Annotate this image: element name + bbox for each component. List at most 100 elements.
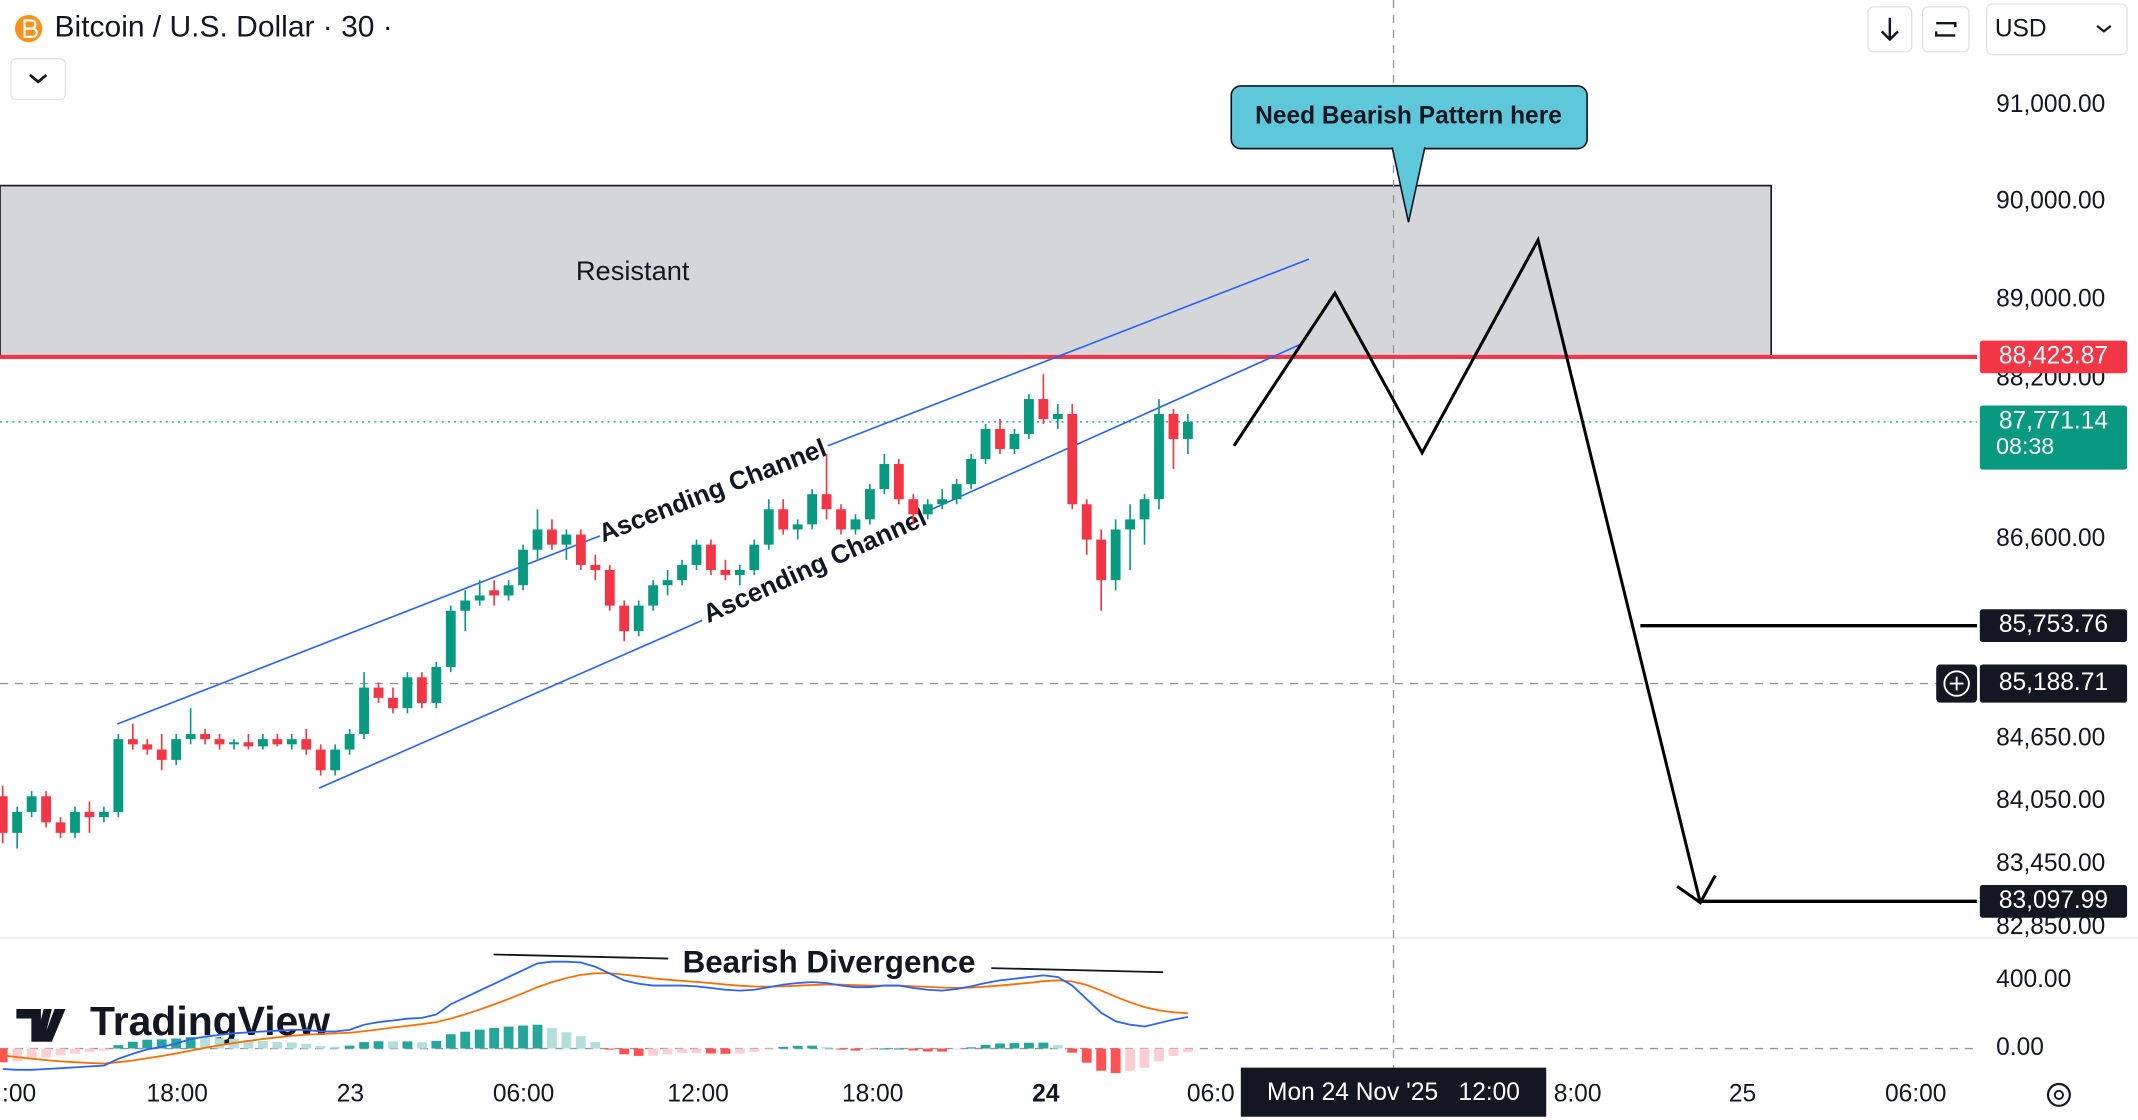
histogram-bar xyxy=(922,1048,933,1052)
histogram-bar xyxy=(807,1045,818,1049)
collapse-button[interactable] xyxy=(10,57,67,101)
candle-body xyxy=(937,499,948,505)
histogram-bar xyxy=(908,1048,919,1051)
price-badge xyxy=(1979,405,2128,470)
histogram-bar xyxy=(951,1048,962,1050)
macd-line xyxy=(2,960,1189,1071)
histogram-bar xyxy=(489,1027,500,1049)
histogram-bar xyxy=(359,1042,369,1049)
y-tick-label: 83,450.00 xyxy=(1996,850,2105,877)
symbol-title: Bitcoin / U.S. Dollar · 30 · xyxy=(55,11,393,44)
x-tick-label: 8:00 xyxy=(1554,1080,1602,1107)
candle-body xyxy=(315,749,326,771)
price-badge xyxy=(1979,609,2128,643)
histogram-bar xyxy=(41,1048,51,1058)
candle-body xyxy=(532,529,543,550)
histogram-bar xyxy=(879,1048,890,1050)
candle-body xyxy=(706,544,716,571)
price-badge-label: 85,753.76 xyxy=(1999,611,2108,638)
crosshair-price-badge xyxy=(1979,664,2128,703)
candle-body xyxy=(55,822,66,833)
candle-body xyxy=(257,739,268,747)
histogram-bar xyxy=(821,1047,832,1049)
candle-body xyxy=(98,811,109,818)
x-tick-label: 23 xyxy=(337,1080,364,1107)
currency-label: USD xyxy=(1995,15,2047,42)
zone-label: Resistant xyxy=(576,255,690,286)
candle-body xyxy=(1110,529,1121,581)
candle-body xyxy=(648,585,659,606)
candle-body xyxy=(1182,421,1193,439)
candle-body xyxy=(0,796,8,833)
candle-body xyxy=(286,739,297,745)
histogram-bar xyxy=(1081,1048,1092,1063)
histogram-bar xyxy=(1052,1045,1063,1049)
channel-label: Ascending Channel xyxy=(595,434,830,548)
histogram-bar xyxy=(706,1048,716,1054)
candle-body xyxy=(1009,433,1020,449)
candle-body xyxy=(243,742,254,747)
candle-body xyxy=(633,605,644,632)
histogram-bar xyxy=(532,1024,543,1049)
histogram-bar xyxy=(1038,1042,1049,1049)
candle-body xyxy=(1154,414,1164,500)
price-badge-label: 83,097.99 xyxy=(1999,887,2108,914)
crosshair-time-label: Mon 24 Nov '25 12:00 xyxy=(1267,1079,1520,1106)
candle-body xyxy=(84,811,95,818)
histogram-bar xyxy=(1125,1048,1135,1071)
histogram-bar xyxy=(344,1045,355,1049)
price-badge xyxy=(1979,884,2128,918)
candle-body xyxy=(821,494,832,510)
y-tick-label: 400.00 xyxy=(1996,966,2071,993)
y-tick-label: 84,650.00 xyxy=(1996,725,2105,752)
candle-body xyxy=(359,687,369,734)
histogram-bar xyxy=(980,1044,991,1049)
histogram-bar xyxy=(84,1048,95,1052)
candle-body xyxy=(1139,499,1150,520)
histogram-bar xyxy=(185,1037,196,1049)
histogram-bar xyxy=(763,1048,774,1050)
histogram-bar xyxy=(865,1048,875,1051)
histogram-bar xyxy=(604,1048,615,1050)
candle-body xyxy=(26,796,37,812)
currency-select[interactable] xyxy=(1985,3,2128,56)
histogram-bar xyxy=(474,1029,485,1049)
histogram-bar xyxy=(402,1041,413,1049)
histogram-bar xyxy=(633,1048,644,1056)
histogram-bar xyxy=(995,1043,1005,1049)
histogram-bar xyxy=(55,1048,66,1056)
y-tick-label: 86,600.00 xyxy=(1996,525,2105,552)
settings-button[interactable] xyxy=(2046,1082,2071,1107)
candle-body xyxy=(1024,399,1034,434)
price-badge-label: 88,423.87 xyxy=(1999,342,2108,369)
candle-body xyxy=(416,677,427,704)
candle-body xyxy=(1052,414,1063,419)
candle-body xyxy=(604,570,615,606)
histogram-bar xyxy=(445,1034,456,1049)
select-chevron xyxy=(2096,25,2112,33)
histogram-bar xyxy=(1139,1048,1150,1068)
histogram-bar xyxy=(734,1048,745,1054)
histogram-bar xyxy=(937,1048,948,1052)
histogram-bar xyxy=(431,1040,442,1049)
candle-body xyxy=(575,534,586,565)
channel-line xyxy=(827,258,1310,447)
histogram-bar xyxy=(778,1046,789,1049)
histogram-bar xyxy=(561,1032,572,1049)
histogram-bar xyxy=(373,1041,384,1049)
histogram-bar xyxy=(749,1048,760,1052)
histogram-bar xyxy=(12,1048,23,1062)
y-tick-label: 89,000.00 xyxy=(1996,286,2105,313)
candle-body xyxy=(156,749,167,760)
histogram-bar xyxy=(460,1031,471,1049)
histogram-bar xyxy=(720,1048,731,1054)
histogram-bar xyxy=(503,1026,514,1049)
candle-body xyxy=(518,549,528,586)
histogram-bar xyxy=(257,1041,268,1049)
candle-body xyxy=(662,580,673,586)
candle-body xyxy=(229,742,239,745)
histogram-bar xyxy=(26,1048,37,1060)
divergence-line xyxy=(991,967,1164,974)
candle-body xyxy=(474,595,485,601)
replay-button[interactable] xyxy=(1921,6,1970,53)
